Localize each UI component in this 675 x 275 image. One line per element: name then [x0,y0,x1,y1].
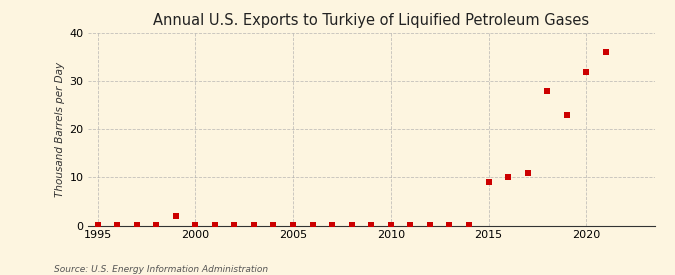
Point [229,223,240,227]
Point [190,223,200,227]
Title: Annual U.S. Exports to Turkiye of Liquified Petroleum Gases: Annual U.S. Exports to Turkiye of Liquif… [153,13,589,28]
Text: Source: U.S. Energy Information Administration: Source: U.S. Energy Information Administ… [54,265,268,274]
Point [483,180,494,184]
Point [92,223,103,227]
Point [385,223,396,227]
Point [542,89,553,93]
Point [111,223,122,227]
Point [562,113,572,117]
Point [151,223,161,227]
Point [601,50,612,54]
Point [170,214,181,218]
Point [522,170,533,175]
Point [131,223,142,227]
Point [581,69,592,74]
Point [209,223,220,227]
Point [444,223,455,227]
Point [307,223,318,227]
Point [405,223,416,227]
Point [248,223,259,227]
Y-axis label: Thousand Barrels per Day: Thousand Barrels per Day [55,62,65,197]
Point [327,223,338,227]
Point [268,223,279,227]
Point [503,175,514,180]
Point [346,223,357,227]
Point [425,223,435,227]
Point [73,223,84,227]
Point [288,223,298,227]
Point [366,223,377,227]
Point [464,223,475,227]
